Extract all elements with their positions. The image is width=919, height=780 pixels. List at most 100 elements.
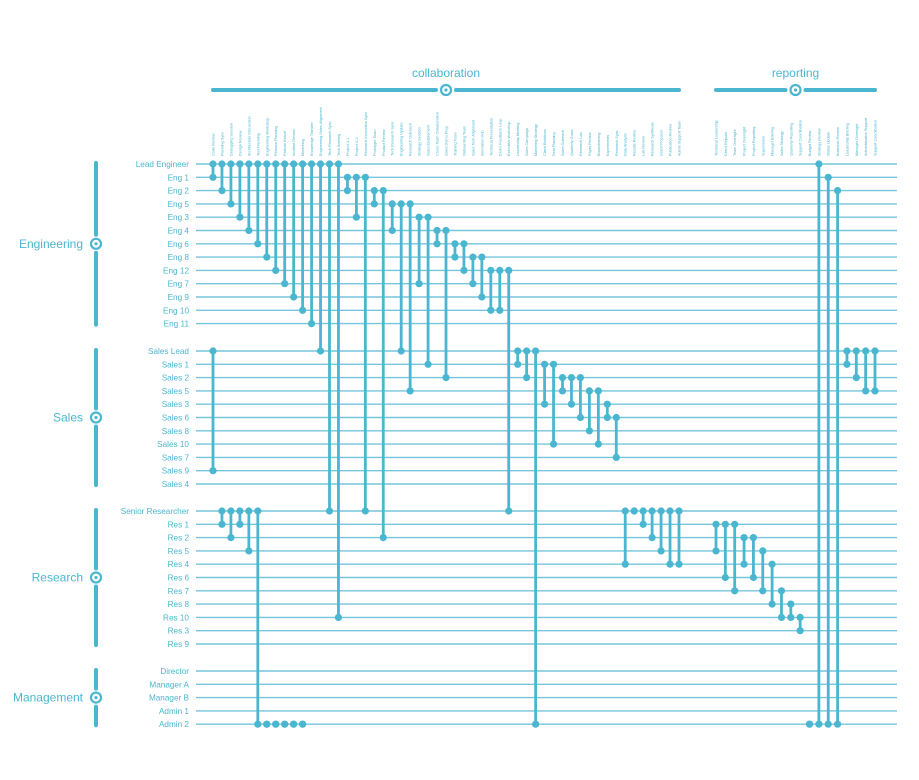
- link-node: [316, 160, 325, 168]
- group-label: Management: [13, 691, 84, 705]
- column-label: Technical Leadership: [715, 120, 719, 156]
- group-marker-icon: [89, 691, 103, 704]
- link-node: [740, 534, 748, 542]
- group-marker-dot: [94, 415, 98, 420]
- link-node: [768, 560, 776, 568]
- column-label: Client Relations: [543, 129, 547, 156]
- link-node: [415, 213, 423, 221]
- link-node: [558, 387, 567, 395]
- link-node: [325, 160, 334, 168]
- column-label: Team Oversight: [733, 128, 737, 156]
- row-label: Eng 4: [168, 227, 190, 236]
- link-node: [805, 720, 814, 728]
- column-label: Release Planning: [274, 126, 278, 156]
- link-node: [675, 507, 683, 515]
- row-label: Eng 3: [168, 213, 190, 222]
- link-node: [558, 374, 567, 382]
- link-node: [843, 347, 851, 355]
- link-node: [815, 720, 823, 728]
- link-node: [666, 507, 674, 515]
- column-label: Incident Review: [292, 129, 296, 156]
- link-node: [406, 200, 414, 208]
- link-node: [433, 240, 441, 248]
- column-label: Tech Research Sync: [391, 121, 395, 156]
- row-label: Sales 3: [162, 400, 190, 409]
- row-label: Admin 2: [159, 720, 189, 729]
- link-node: [370, 187, 378, 195]
- link-node: [236, 160, 244, 168]
- link-node: [254, 507, 262, 515]
- link-node: [209, 173, 217, 181]
- column-label: Onboarding Team: [462, 126, 466, 156]
- link-node: [549, 360, 558, 368]
- link-node: [334, 160, 343, 168]
- row-label: Eng 5: [168, 200, 190, 209]
- column-label: Innovation Hub: [480, 130, 484, 156]
- column-label: Status Update: [827, 132, 831, 156]
- type-label: collaboration: [412, 66, 480, 80]
- row-label: Lead Engineer: [136, 160, 190, 169]
- link-node: [299, 720, 307, 728]
- column-label: Grant Proposal: [660, 130, 664, 156]
- link-node: [397, 347, 405, 355]
- link-node: [496, 266, 504, 274]
- link-node: [759, 587, 767, 595]
- column-label: Project X-1: [346, 137, 350, 156]
- row-label: Eng 8: [168, 253, 190, 262]
- link-node: [209, 347, 217, 355]
- column-label: Feature Kickoff: [283, 130, 287, 156]
- group-marker-icon: [89, 571, 103, 584]
- link-node: [245, 507, 253, 515]
- column-label: Experiments: [606, 135, 610, 156]
- link-node: [612, 453, 620, 461]
- column-label: Paper Review: [588, 132, 592, 156]
- link-node: [290, 293, 298, 301]
- column-label: Research Outreach: [409, 123, 413, 156]
- row-label: Res 9: [168, 640, 190, 649]
- type-label: reporting: [772, 66, 819, 80]
- group-marker-dot: [94, 575, 98, 580]
- link-node: [281, 720, 289, 728]
- column-label: Demo Feedback Loop: [498, 119, 502, 156]
- link-node: [787, 600, 795, 608]
- link-node: [281, 280, 289, 288]
- link-node: [621, 507, 629, 515]
- column-label: Debugging Session: [229, 123, 233, 156]
- column-label: Support Coordination: [799, 120, 803, 156]
- link-node: [630, 507, 638, 515]
- link-node: [487, 306, 495, 314]
- link-node: [236, 213, 244, 221]
- column-label: Manager Briefing: [771, 127, 775, 156]
- column-label: Marketing Strategy: [534, 124, 538, 156]
- column-label: Project Reporting: [752, 127, 756, 156]
- link-node: [281, 160, 289, 168]
- link-node: [514, 360, 522, 368]
- link-node: [523, 347, 531, 355]
- column-label: Administrative Support: [864, 117, 868, 156]
- link-node: [352, 173, 360, 181]
- link-node: [496, 306, 504, 314]
- link-node: [777, 613, 786, 622]
- link-node: [343, 173, 352, 181]
- link-node: [833, 720, 842, 728]
- column-label: Code Review: [212, 133, 216, 156]
- link-node: [768, 600, 776, 608]
- link-node: [567, 400, 576, 408]
- link-node: [290, 720, 298, 728]
- link-node: [648, 507, 656, 515]
- link-node: [852, 374, 860, 382]
- column-label: Project Oversight: [743, 126, 747, 156]
- link-node: [549, 440, 558, 448]
- link-node: [712, 547, 720, 555]
- link-node: [388, 226, 396, 235]
- row-label: Manager B: [149, 694, 190, 703]
- column-label: Admin Support Team: [678, 121, 682, 156]
- link-node: [299, 306, 307, 314]
- link-node: [843, 360, 851, 368]
- link-node: [469, 280, 477, 288]
- row-label: Res 5: [168, 547, 190, 556]
- row-label: Eng 10: [163, 306, 189, 315]
- link-node: [272, 160, 280, 168]
- link-node: [721, 520, 729, 528]
- column-label: Engineering Sales Alignment: [319, 107, 323, 156]
